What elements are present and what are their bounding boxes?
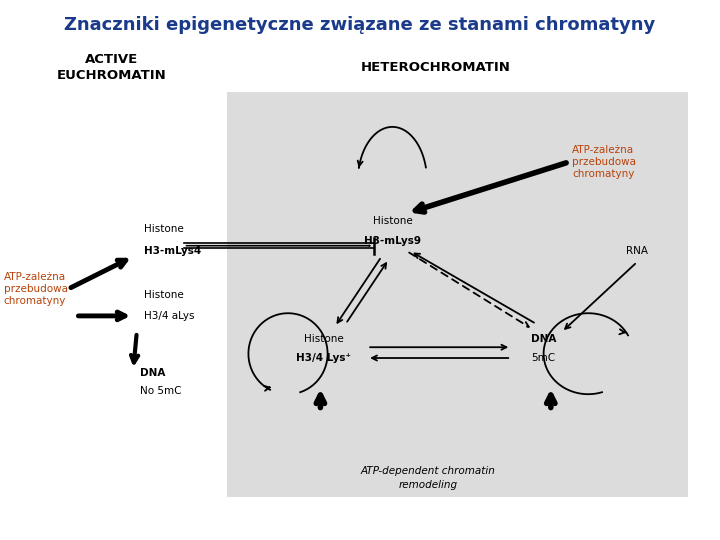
Text: RNA: RNA — [626, 246, 648, 256]
Text: Znaczniki epigenetyczne związane ze stanami chromatyny: Znaczniki epigenetyczne związane ze stan… — [64, 16, 656, 34]
Text: HETEROCHROMATIN: HETEROCHROMATIN — [361, 61, 510, 74]
Text: Histone: Histone — [144, 291, 184, 300]
Text: Histone: Histone — [144, 225, 184, 234]
Text: H3/4 Lys⁺: H3/4 Lys⁺ — [297, 353, 351, 363]
Text: Histone: Histone — [372, 217, 413, 226]
Text: DNA: DNA — [140, 368, 166, 377]
Text: H3-mLys9: H3-mLys9 — [364, 237, 421, 246]
Text: DNA: DNA — [531, 334, 557, 343]
Text: 5mC: 5mC — [531, 353, 556, 363]
Text: Histone: Histone — [304, 334, 344, 343]
Text: H3-mLys4: H3-mLys4 — [144, 246, 202, 256]
Bar — [227, 92, 688, 497]
Text: No 5mC: No 5mC — [140, 387, 182, 396]
Text: ATP-zależna
przebudowa
chromatyny: ATP-zależna przebudowa chromatyny — [4, 272, 68, 306]
Text: H3/4 aLys: H3/4 aLys — [144, 311, 194, 321]
Text: ATP-zależna
przebudowa
chromatyny: ATP-zależna przebudowa chromatyny — [572, 145, 636, 179]
Text: ACTIVE
EUCHROMATIN: ACTIVE EUCHROMATIN — [57, 53, 166, 82]
Text: ATP-dependent chromatin
remodeling: ATP-dependent chromatin remodeling — [361, 467, 496, 489]
